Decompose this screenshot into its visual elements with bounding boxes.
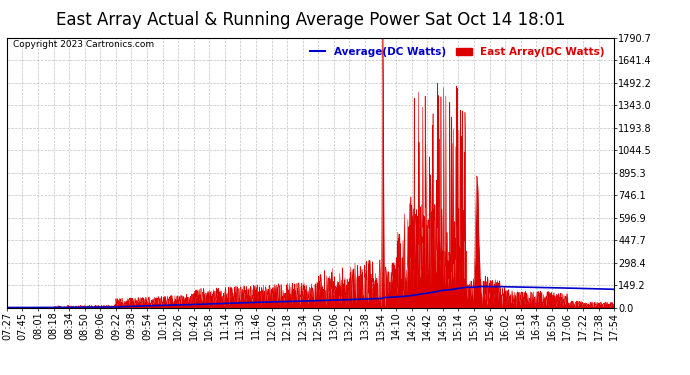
- Text: Copyright 2023 Cartronics.com: Copyright 2023 Cartronics.com: [13, 40, 154, 49]
- Text: East Array Actual & Running Average Power Sat Oct 14 18:01: East Array Actual & Running Average Powe…: [56, 11, 565, 29]
- Legend: Average(DC Watts), East Array(DC Watts): Average(DC Watts), East Array(DC Watts): [306, 43, 609, 61]
